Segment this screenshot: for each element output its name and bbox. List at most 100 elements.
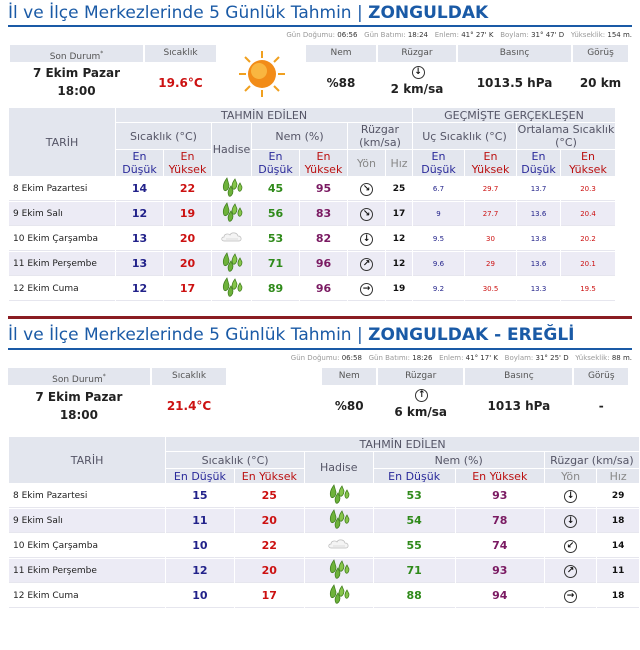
temp-max: 22 [234, 534, 305, 558]
wind-speed: 12 [386, 252, 412, 276]
direction-label: Yön [348, 150, 385, 176]
current-date: 7 Ekim Pazar [32, 66, 121, 80]
past-avg-min: 13.3 [517, 277, 560, 301]
table-row: 11 Ekim Perşembe 13 20 71 96 ↗ 12 9.6 29 13.6 20.1 [9, 252, 615, 276]
forecast-section-zonguldak: İl ve İlçe Merkezlerinde 5 Günlük Tahmin… [0, 0, 640, 319]
temp-min: 13 [116, 227, 163, 251]
humidity-min: 71 [252, 252, 299, 276]
humidity-min: 89 [252, 277, 299, 301]
humidity-max: 96 [300, 252, 347, 276]
rain-icon [212, 277, 251, 301]
wind-header: Rüzgar (km/sa) [348, 123, 412, 149]
temp-min: 12 [116, 277, 163, 301]
humidity-max: 78 [455, 509, 544, 533]
wind-speed: 25 [386, 177, 412, 201]
location-meta: Gün Doğumu: 06:56 Gün Batımı: 18:24 Enle… [286, 31, 632, 39]
rain-icon [305, 484, 373, 508]
current-wind: 2 km/sa [390, 82, 444, 96]
wind-speed: 18 [597, 509, 639, 533]
status-label: Son Durum* [8, 368, 150, 385]
min-label: En Düşük [373, 469, 455, 483]
temp-max: 20 [234, 559, 305, 583]
avg-temp-header: Ortalama Sıcaklık (°C) [517, 123, 615, 149]
rain-icon [212, 202, 251, 226]
wind-speed: 18 [597, 584, 639, 608]
min-label: En Düşük [413, 150, 464, 176]
table-row: 10 Ekim Çarşamba 13 20 53 82 ↓ 12 9.5 30 13.8 20.2 [9, 227, 615, 251]
wind-speed: 12 [386, 227, 412, 251]
humidity-label: Nem [306, 45, 376, 62]
past-extreme-max: 30.5 [465, 277, 516, 301]
past-extreme-min: 9.5 [413, 227, 464, 251]
wind-direction-icon: ↑ [415, 389, 429, 402]
past-extreme-max: 27.7 [465, 202, 516, 226]
cloud-icon [212, 227, 251, 251]
title-divider [8, 348, 632, 350]
cloud-icon [305, 534, 373, 558]
page-title: İl ve İlçe Merkezlerinde 5 Günlük Tahmin… [8, 3, 489, 23]
current-date: 7 Ekim Pazar [35, 390, 123, 404]
humidity-header: Nem (%) [373, 452, 544, 468]
temp-min: 11 [166, 509, 234, 533]
row-date: 12 Ekim Cuma [9, 277, 115, 301]
temp-header: Sıcaklık (°C) [116, 123, 211, 149]
humidity-label: Nem [322, 368, 377, 385]
temp-max: 20 [164, 252, 211, 276]
date-header: TARİH [9, 437, 166, 483]
forecast-header: TAHMİN EDİLEN [116, 108, 412, 122]
current-conditions: Son Durum* 7 Ekim Pazar 18:00 Sıcaklık 2… [0, 368, 640, 436]
visibility-label: Görüş [574, 368, 628, 385]
min-label: En Düşük [166, 469, 234, 483]
min-label: En Düşük [517, 150, 560, 176]
min-label: En Düşük [252, 150, 299, 176]
temp-max: 25 [234, 484, 305, 508]
humidity-min: 53 [373, 484, 455, 508]
row-date: 10 Ekim Çarşamba [9, 534, 166, 558]
max-label: En Yüksek [234, 469, 305, 483]
temp-label: Sıcaklık [145, 45, 216, 62]
max-label: En Yüksek [561, 150, 615, 176]
humidity-max: 95 [300, 177, 347, 201]
status-label: Son Durum* [10, 45, 143, 62]
wind-speed: 29 [597, 484, 639, 508]
wind-speed: 11 [597, 559, 639, 583]
visibility-label: Görüş [573, 45, 628, 62]
row-date: 9 Ekim Salı [9, 509, 166, 533]
wind-speed: 14 [597, 534, 639, 558]
max-label: En Yüksek [465, 150, 516, 176]
page-title: İl ve İlçe Merkezlerinde 5 Günlük Tahmin… [8, 325, 575, 345]
humidity-max: 83 [300, 202, 347, 226]
humidity-min: 88 [373, 584, 455, 608]
speed-label: Hız [386, 150, 412, 176]
past-extreme-max: 29 [465, 252, 516, 276]
past-avg-min: 13.6 [517, 252, 560, 276]
wind-direction-icon: → [360, 283, 373, 296]
row-date: 8 Ekim Pazartesi [9, 484, 166, 508]
row-date: 11 Ekim Perşembe [9, 252, 115, 276]
current-humidity: %88 [326, 76, 356, 90]
wind-direction-icon: ↘ [360, 183, 373, 196]
past-extreme-min: 9.2 [413, 277, 464, 301]
wind-direction-icon: ↓ [411, 66, 425, 79]
past-avg-min: 13.8 [517, 227, 560, 251]
past-extreme-max: 29.7 [465, 177, 516, 201]
humidity-max: 96 [300, 277, 347, 301]
humidity-max: 82 [300, 227, 347, 251]
wind-label: Rüzgar [378, 45, 456, 62]
wind-direction-icon: → [564, 590, 578, 603]
section-divider [8, 316, 632, 319]
humidity-max: 93 [455, 484, 544, 508]
table-row: 9 Ekim Salı 12 19 56 83 ↘ 17 9 27.7 13.6 20.4 [9, 202, 615, 226]
current-pressure: 1013.5 hPa [476, 76, 553, 90]
temp-min: 13 [116, 252, 163, 276]
wind-header: Rüzgar (km/sa) [544, 452, 639, 468]
pressure-label: Basınç [458, 45, 571, 62]
humidity-max: 94 [455, 584, 544, 608]
wind-label: Rüzgar [378, 368, 464, 385]
past-avg-max: 19.5 [561, 277, 615, 301]
temp-label: Sıcaklık [151, 368, 227, 385]
humidity-min: 53 [252, 227, 299, 251]
past-extreme-min: 9 [413, 202, 464, 226]
humidity-min: 54 [373, 509, 455, 533]
title-divider [8, 25, 632, 27]
